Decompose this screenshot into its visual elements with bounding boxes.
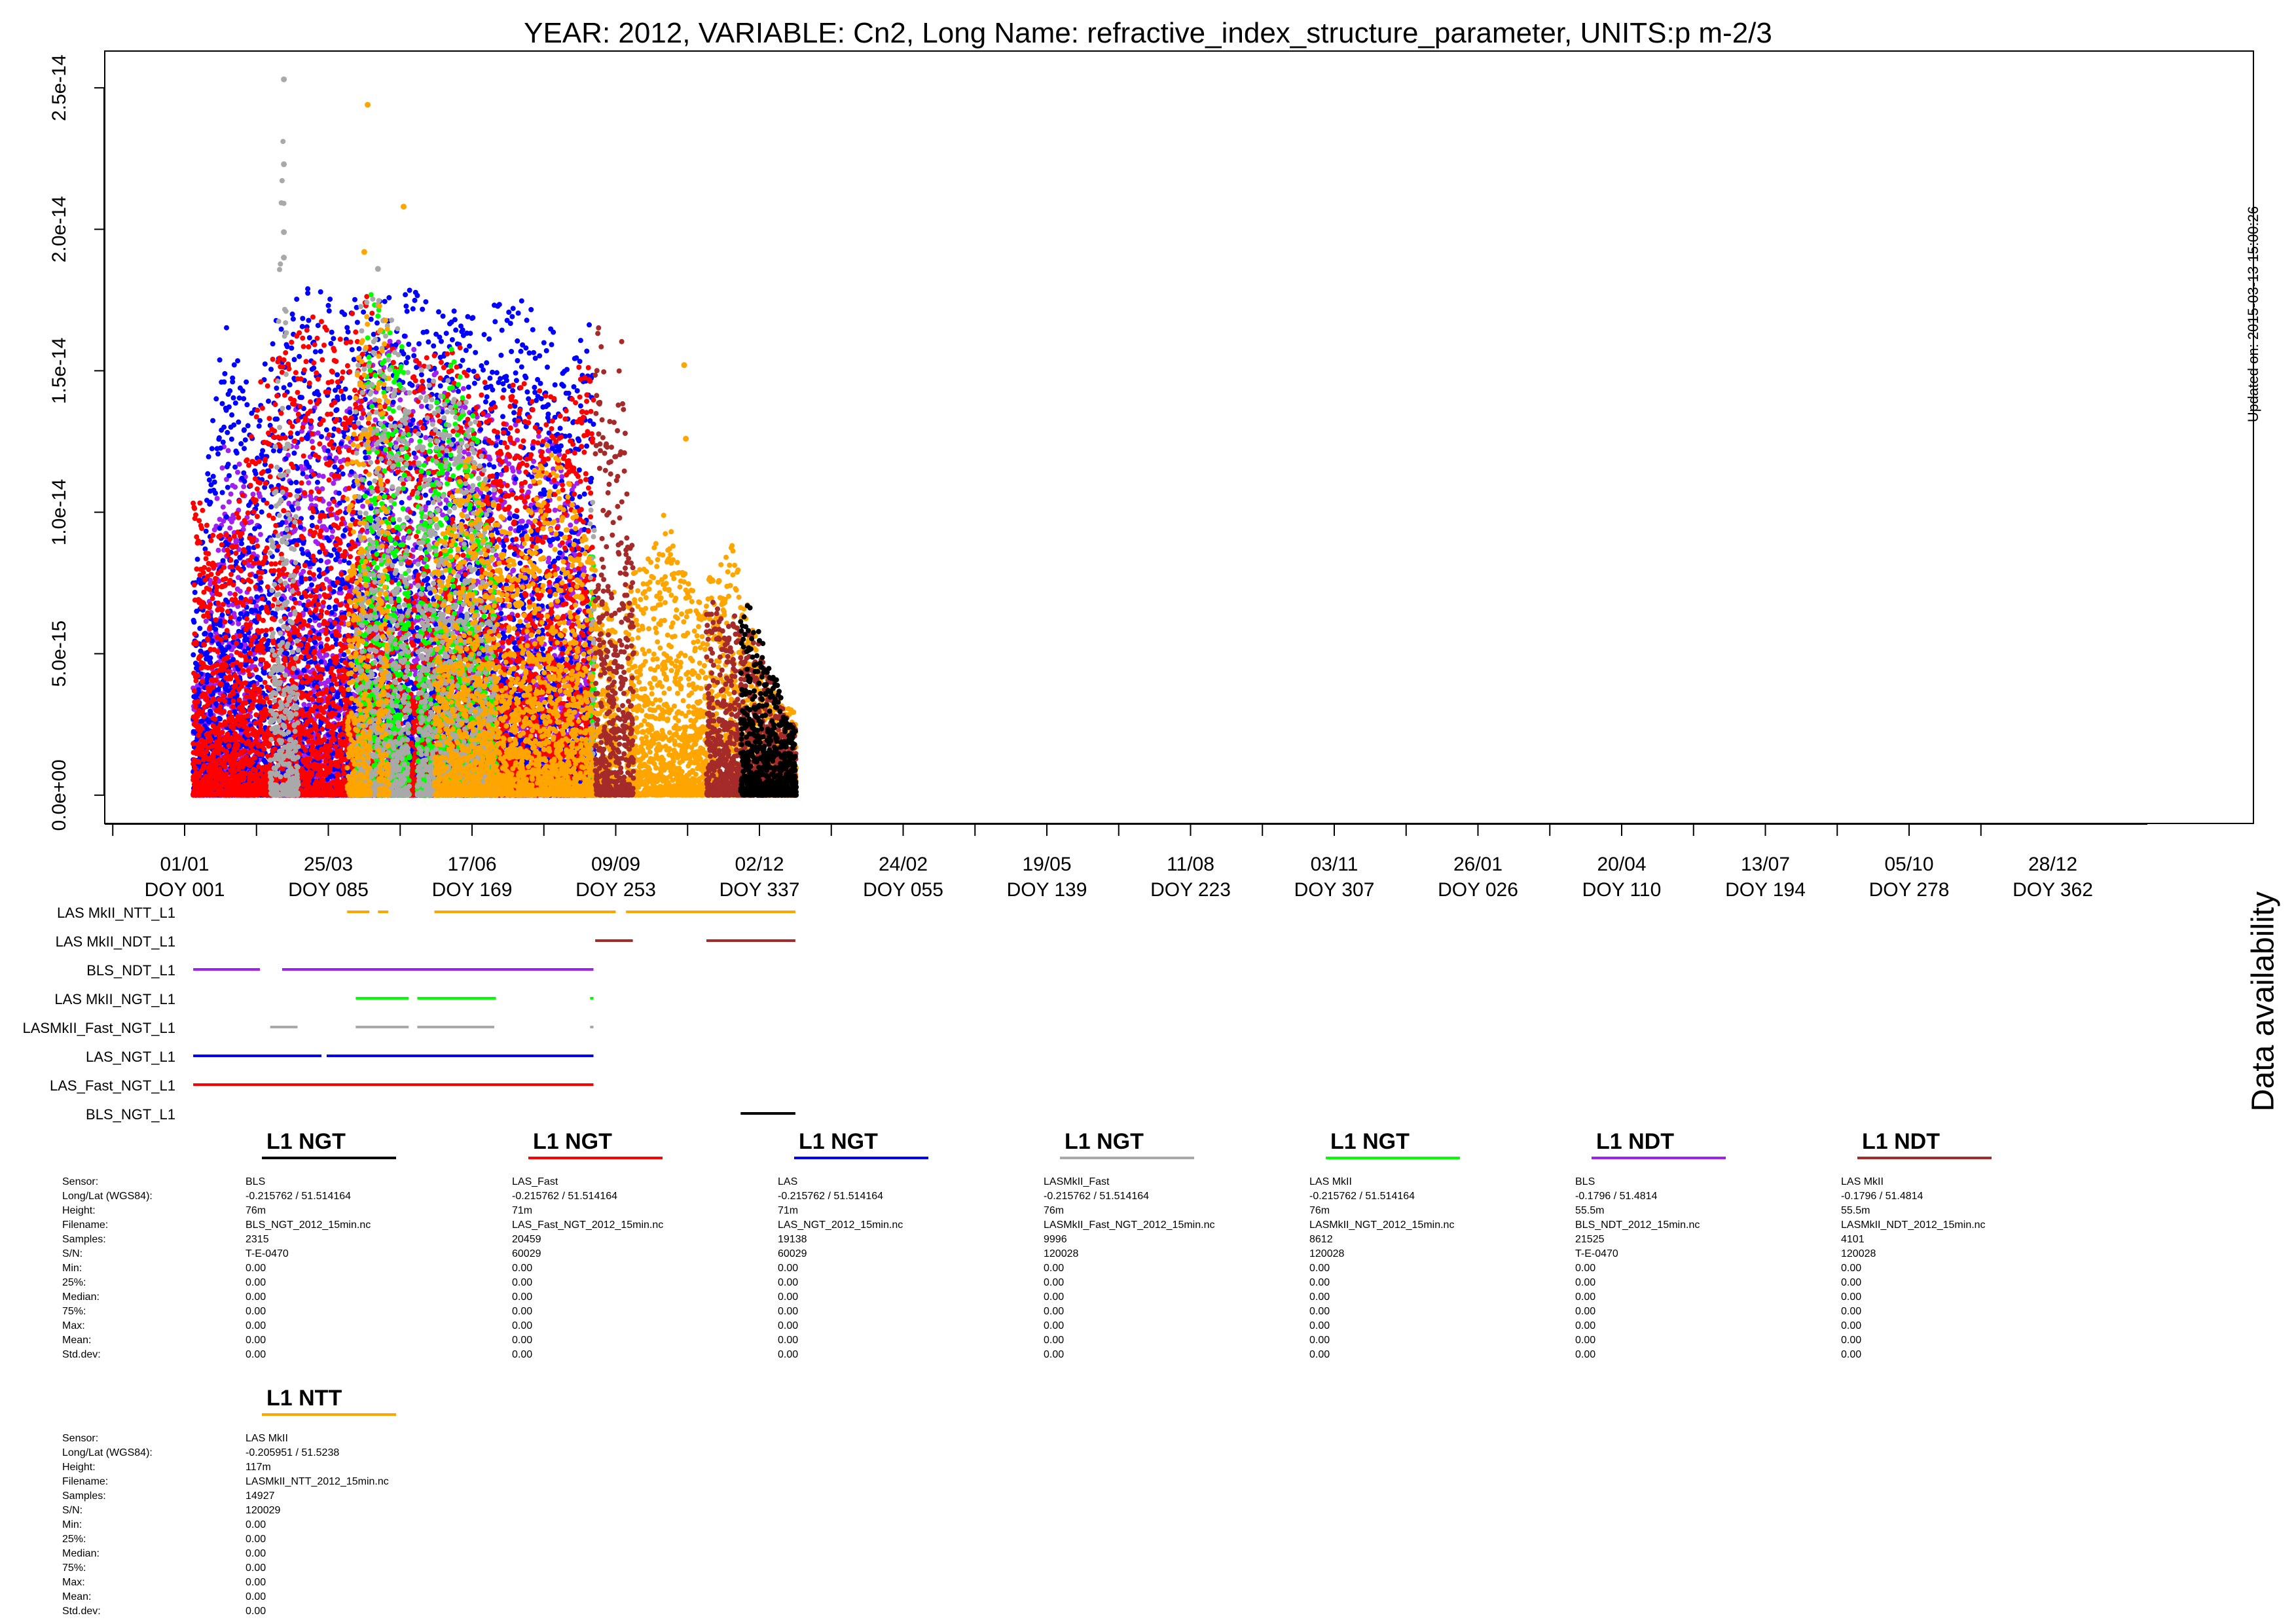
data-point [324,652,330,658]
data-point [194,556,200,562]
data-point [311,576,317,582]
data-point [507,511,513,516]
data-point [250,492,256,497]
data-point [304,474,310,480]
data-point [364,529,370,535]
data-point [552,507,558,513]
data-point [208,581,213,587]
data-point [445,471,450,477]
data-points [191,76,799,798]
data-point [192,590,198,595]
data-point [210,591,216,597]
data-point [409,437,414,443]
data-point [228,491,234,497]
data-point [458,607,464,613]
data-point [225,448,231,454]
data-point [301,702,307,708]
data-point [230,515,236,521]
data-point [227,525,233,531]
data-point [295,505,301,511]
data-point [526,489,532,495]
data-point [257,532,263,537]
data-point [387,338,393,344]
data-point [519,518,525,524]
data-point [236,461,242,467]
data-point [214,496,220,501]
scatter-plot: 0.0e+005.0e-151.0e-141.5e-142.0e-142.5e-… [22,50,2254,1123]
data-point [220,504,226,510]
chart-title: YEAR: 2012, VARIABLE: Cn2, Long Name: re… [0,17,2296,50]
data-point [306,480,312,486]
data-point [203,619,209,624]
data-point [236,621,242,626]
data-point [397,397,403,403]
data-point [536,433,541,439]
data-point [226,499,232,505]
data-point [208,577,213,583]
data-point [511,568,517,573]
data-point [487,456,493,462]
data-point [248,519,254,525]
data-point [325,559,331,565]
data-point [546,555,552,561]
data-point [433,370,439,376]
data-point [241,484,247,490]
data-point [507,526,513,532]
data-point [191,619,197,625]
data-point [320,473,326,479]
data-point [308,496,314,502]
data-point [191,652,196,658]
data-point [197,626,203,631]
data-point [232,484,238,490]
data-point [360,503,366,509]
data-point [334,515,340,521]
data-point [308,425,314,431]
data-point [215,547,221,553]
data-point [235,469,240,475]
data-point [227,590,233,596]
data-point [224,477,229,482]
data-point [237,588,243,594]
data-point [418,403,424,409]
data-point [460,386,466,391]
data-point [294,444,300,450]
data-point [309,439,315,444]
data-point [326,501,332,507]
data-point [219,465,225,471]
data-point [411,347,417,352]
data-point [510,468,516,474]
data-point [527,483,533,489]
data-point [568,522,574,528]
data-point [301,569,306,574]
data-point [559,474,565,480]
